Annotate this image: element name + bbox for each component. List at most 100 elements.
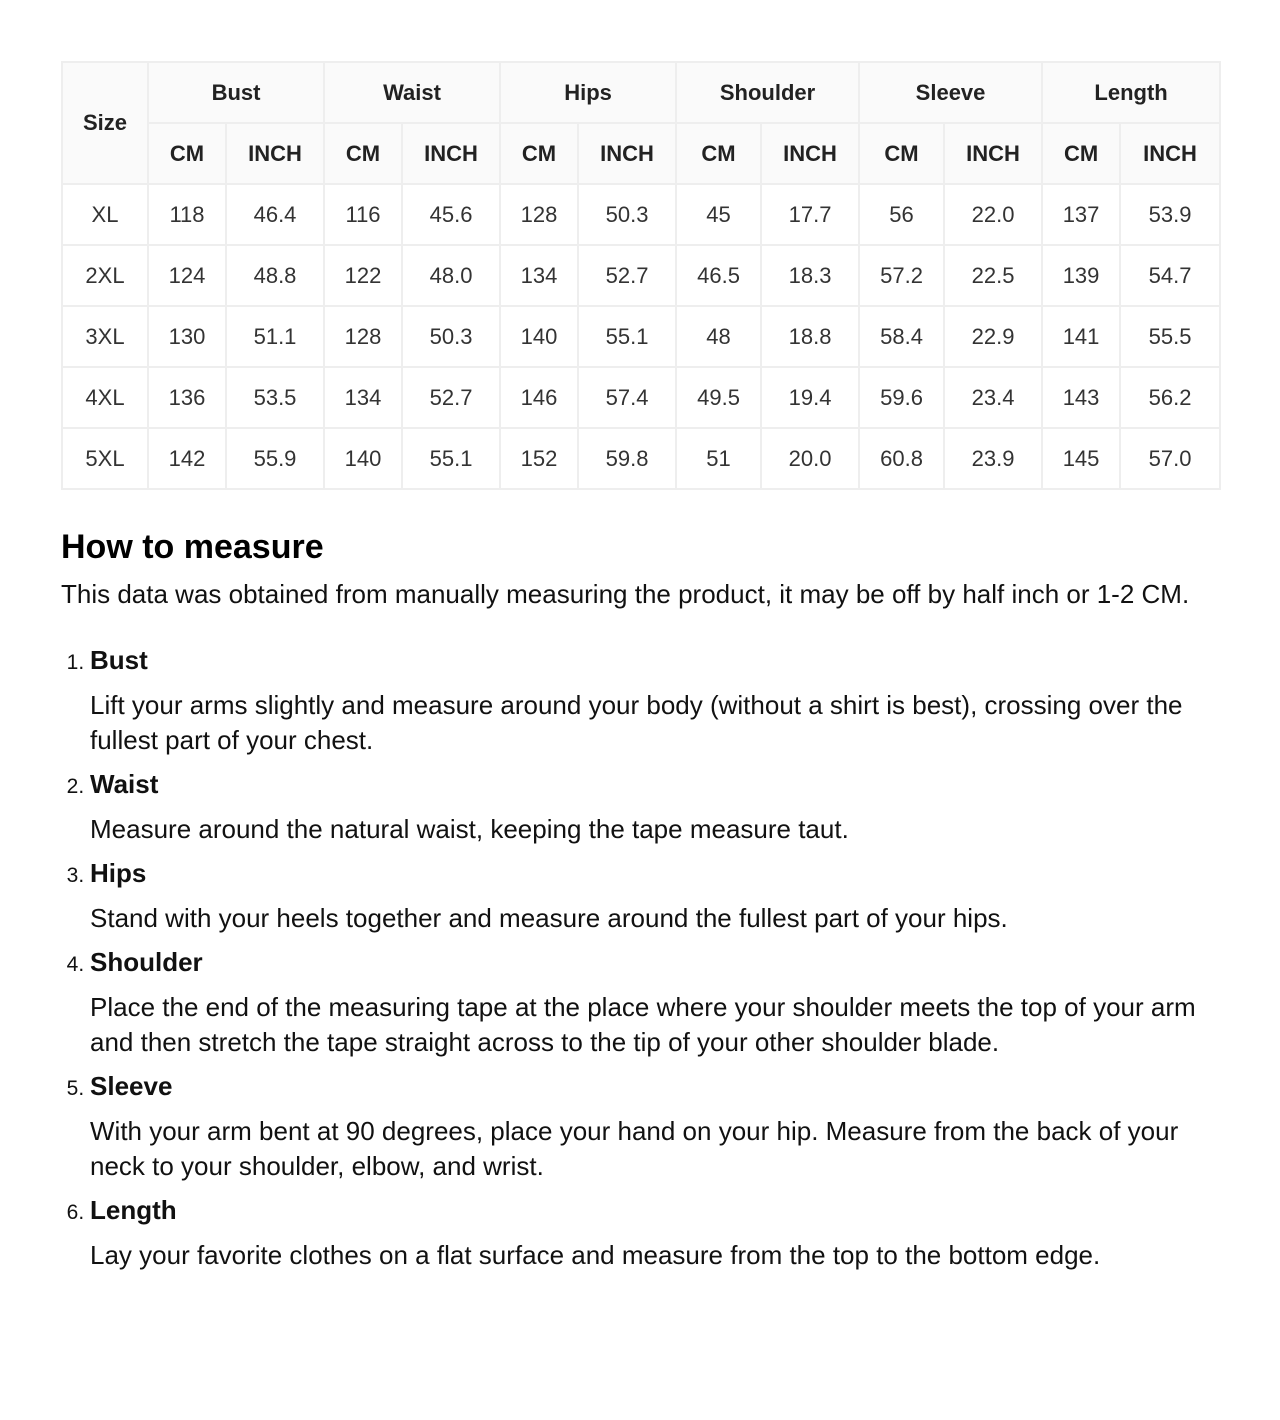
value-cell: 48.0 xyxy=(401,244,502,307)
unit-header: INCH xyxy=(943,122,1044,185)
table-row: 3XL 130 51.1 128 50.3 140 55.1 48 18.8 58.4 22.9 14… xyxy=(61,305,1222,368)
howto-item-title: Hips xyxy=(90,858,147,888)
header-sleeve: Sleeve xyxy=(858,61,1044,124)
value-cell: 45 xyxy=(675,183,763,246)
howto-item-desc: Place the end of the measuring tape at t… xyxy=(90,992,1196,1057)
header-group-row: Size Bust Waist Hips Shoulder Sleeve Length xyxy=(61,61,1222,185)
value-cell: 57.4 xyxy=(577,366,678,429)
value-cell: 55.1 xyxy=(577,305,678,368)
value-cell: 56 xyxy=(858,183,946,246)
value-cell: 139 xyxy=(1041,244,1122,307)
value-cell: 128 xyxy=(323,305,404,368)
value-cell: 22.0 xyxy=(943,183,1044,246)
header-waist: Waist xyxy=(323,61,502,124)
value-cell: 52.7 xyxy=(577,244,678,307)
howto-item: Shoulder Place the end of the measuring t… xyxy=(90,944,1219,1060)
value-cell: 140 xyxy=(323,427,404,490)
value-cell: 134 xyxy=(323,366,404,429)
howto-item-title: Sleeve xyxy=(90,1071,173,1101)
howto-item-title: Waist xyxy=(90,769,159,799)
value-cell: 59.8 xyxy=(577,427,678,490)
howto-item-title: Bust xyxy=(90,645,148,675)
size-header: Size xyxy=(61,61,149,185)
value-cell: 23.4 xyxy=(943,366,1044,429)
value-cell: 48.8 xyxy=(224,244,326,307)
value-cell: 48 xyxy=(675,305,763,368)
howto-item-desc: With your arm bent at 90 degrees, place … xyxy=(90,1116,1179,1181)
table-row: 2XL 124 48.8 122 48.0 134 52.7 46.5 18.3 57.2 22.5… xyxy=(61,244,1222,307)
value-cell: 56.2 xyxy=(1119,366,1222,429)
value-cell: 60.8 xyxy=(858,427,946,490)
value-cell: 49.5 xyxy=(675,366,763,429)
howto-list: Bust Lift your arms slightly and measure … xyxy=(61,642,1219,1273)
value-cell: 152 xyxy=(499,427,580,490)
howto-item-title: Shoulder xyxy=(90,947,203,977)
unit-header: CM xyxy=(323,122,404,185)
value-cell: 18.3 xyxy=(760,244,861,307)
howto-item: Sleeve With your arm bent at 90 degrees, … xyxy=(90,1068,1219,1184)
header-bust: Bust xyxy=(146,61,326,124)
header-unit-row: CM INCH CM INCH CM INCH CM INCH CM INCH CM INCH xyxy=(62,122,1222,185)
value-cell: 143 xyxy=(1041,366,1122,429)
table-row: 5XL 142 55.9 140 55.1 152 59.8 51 20.0 60.8 23.9 14… xyxy=(61,427,1222,490)
value-cell: 59.6 xyxy=(858,366,946,429)
value-cell: 46.5 xyxy=(675,244,763,307)
value-cell: 58.4 xyxy=(858,305,946,368)
value-cell: 141 xyxy=(1041,305,1122,368)
size-cell: 4XL xyxy=(61,366,149,429)
unit-header: CM xyxy=(147,122,227,185)
howto-item: Bust Lift your arms slightly and measure … xyxy=(90,642,1219,758)
value-cell: 116 xyxy=(323,183,404,246)
value-cell: 55.1 xyxy=(401,427,502,490)
value-cell: 20.0 xyxy=(760,427,861,490)
table-row: 4XL 136 53.5 134 52.7 146 57.4 49.5 19.4 59.6 23.4… xyxy=(61,366,1222,429)
unit-header: INCH xyxy=(401,122,502,185)
unit-header: CM xyxy=(1041,122,1122,185)
value-cell: 23.9 xyxy=(943,427,1044,490)
value-cell: 145 xyxy=(1041,427,1122,490)
value-cell: 142 xyxy=(147,427,227,490)
size-cell: 2XL xyxy=(61,244,149,307)
size-cell: XL xyxy=(61,183,149,246)
value-cell: 50.3 xyxy=(401,305,502,368)
unit-header: INCH xyxy=(1119,122,1222,185)
header-length: Length xyxy=(1041,61,1222,124)
value-cell: 51 xyxy=(675,427,763,490)
unit-header: INCH xyxy=(577,122,678,185)
value-cell: 146 xyxy=(499,366,580,429)
value-cell: 50.3 xyxy=(577,183,678,246)
howto-intro: This data was obtained from manually mea… xyxy=(61,579,1190,609)
value-cell: 137 xyxy=(1041,183,1122,246)
howto-item-desc: Lift your arms slightly and measure arou… xyxy=(90,690,1183,755)
value-cell: 19.4 xyxy=(760,366,861,429)
header-shoulder: Shoulder xyxy=(675,61,861,124)
value-cell: 124 xyxy=(147,244,227,307)
value-cell: 118 xyxy=(147,183,227,246)
value-cell: 46.4 xyxy=(224,183,326,246)
value-cell: 22.5 xyxy=(943,244,1044,307)
unit-header: CM xyxy=(858,122,946,185)
unit-header: INCH xyxy=(224,122,326,185)
value-cell: 18.8 xyxy=(760,305,861,368)
value-cell: 57.0 xyxy=(1119,427,1222,490)
header-hips: Hips xyxy=(499,61,678,124)
size-guide: Size Bust Waist Hips Shoulder Sleeve Length C… xyxy=(61,0,1222,1273)
size-cell: 5XL xyxy=(61,427,149,490)
howto-item: Hips Stand with your heels together and m… xyxy=(90,855,1219,936)
unit-header: CM xyxy=(499,122,580,185)
howto-item-desc: Measure around the natural waist, keepin… xyxy=(90,814,849,844)
howto-item-desc: Lay your favorite clothes on a flat surf… xyxy=(90,1240,1101,1270)
howto-item: Waist Measure around the natural waist, k… xyxy=(90,766,1219,847)
value-cell: 130 xyxy=(147,305,227,368)
unit-header: INCH xyxy=(760,122,861,185)
value-cell: 140 xyxy=(499,305,580,368)
value-cell: 136 xyxy=(147,366,227,429)
value-cell: 128 xyxy=(499,183,580,246)
unit-header: CM xyxy=(675,122,763,185)
howto-item-desc: Stand with your heels together and measu… xyxy=(90,903,1008,933)
size-cell: 3XL xyxy=(61,305,149,368)
value-cell: 54.7 xyxy=(1119,244,1222,307)
value-cell: 55.5 xyxy=(1119,305,1222,368)
howto-item-title: Length xyxy=(90,1195,177,1225)
howto-item: Length Lay your favorite clothes on a fla… xyxy=(90,1192,1219,1273)
